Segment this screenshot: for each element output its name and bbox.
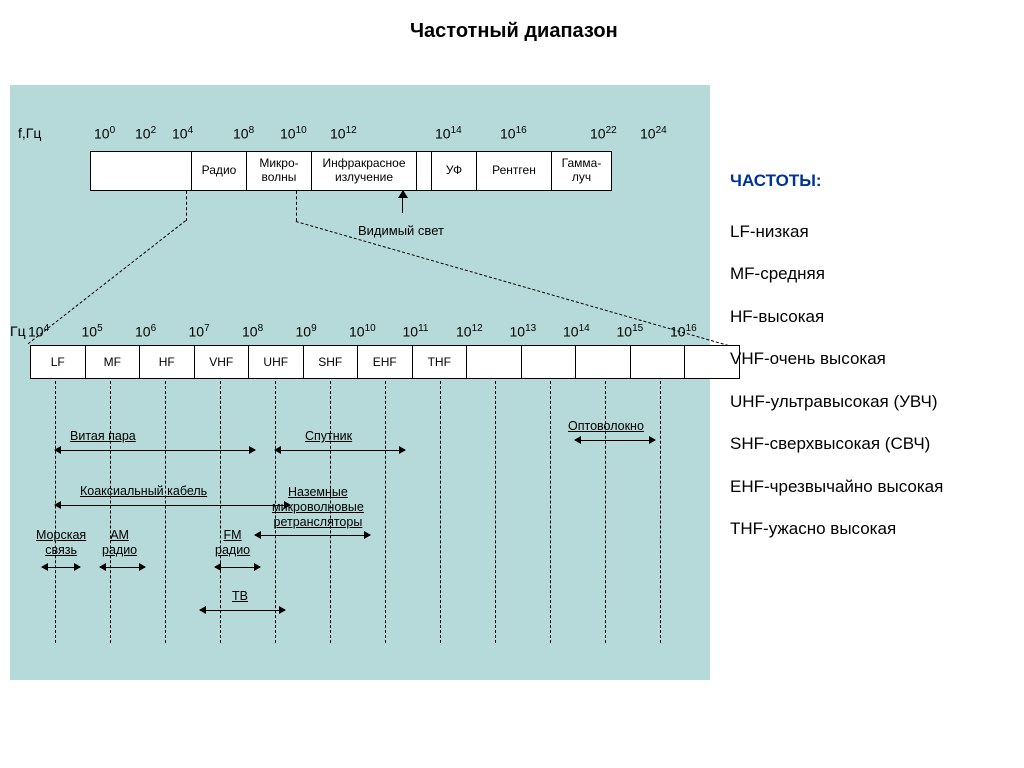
range-label: AMрадио bbox=[102, 528, 137, 558]
vertical-guide bbox=[440, 381, 441, 643]
top-band-cell: УФ bbox=[432, 152, 477, 190]
legend-item: EHF-чрезвычайно высокая bbox=[730, 466, 1020, 509]
visible-light-label: Видимый свет bbox=[358, 223, 444, 238]
bot-band-cell: VHF bbox=[195, 346, 250, 378]
top-band-cell bbox=[91, 152, 192, 190]
top-band-cell: Рентген bbox=[477, 152, 552, 190]
diagram-area: f,Гц 100 102 104 108 1010 1012 1014 1016 1022 102… bbox=[10, 85, 710, 680]
top-exp-label: 1010 bbox=[280, 125, 307, 142]
bot-exp-label: 1015 bbox=[617, 323, 644, 340]
top-band-cell: Микро-волны bbox=[247, 152, 312, 190]
bot-band-cell bbox=[522, 346, 577, 378]
bot-band-cell: MF bbox=[86, 346, 141, 378]
bot-exp-label: 1014 bbox=[563, 323, 590, 340]
range-bar bbox=[100, 567, 145, 568]
top-exp-label: 1016 bbox=[500, 125, 527, 142]
legend-title: ЧАСТОТЫ: bbox=[730, 160, 1020, 203]
top-exp-label: 102 bbox=[135, 125, 156, 142]
zoom-slant bbox=[28, 220, 186, 344]
vertical-guide bbox=[220, 381, 221, 643]
legend-item: VHF-очень высокая bbox=[730, 338, 1020, 381]
bot-band-cell bbox=[631, 346, 686, 378]
range-bar bbox=[275, 450, 405, 451]
bot-exp-label: 1010 bbox=[349, 323, 376, 340]
vertical-guide bbox=[165, 381, 166, 643]
legend-item: THF-ужасно высокая bbox=[730, 508, 1020, 551]
vertical-guide bbox=[110, 381, 111, 643]
range-label: Коаксиальный кабель bbox=[80, 484, 207, 498]
bot-exp-label: 1013 bbox=[510, 323, 537, 340]
bot-band-cell: HF bbox=[140, 346, 195, 378]
bot-band-cell: THF bbox=[413, 346, 468, 378]
bot-band-cell: LF bbox=[31, 346, 86, 378]
top-exp-label: 104 bbox=[172, 125, 193, 142]
legend-panel: ЧАСТОТЫ: LF-низкаяMF-средняяHF-высокаяVH… bbox=[730, 160, 1020, 551]
bot-exp-label: 105 bbox=[82, 323, 103, 340]
vertical-guide bbox=[495, 381, 496, 643]
top-exp-label: 1024 bbox=[640, 125, 667, 142]
bot-axis-unit: Гц bbox=[10, 323, 26, 339]
top-exp-label: 1012 bbox=[330, 125, 357, 142]
visible-light-arrow bbox=[402, 191, 403, 213]
range-label: Наземныемикроволновыеретрансляторы bbox=[272, 485, 364, 530]
legend-item: MF-средняя bbox=[730, 253, 1020, 296]
top-axis-unit: f,Гц bbox=[18, 125, 41, 141]
top-band-cell bbox=[417, 152, 432, 190]
top-exp-label: 100 bbox=[94, 125, 115, 142]
bot-band-cell: UHF bbox=[249, 346, 304, 378]
range-label: Морскаясвязь bbox=[36, 528, 86, 558]
range-bar bbox=[215, 567, 260, 568]
bot-exp-label: 107 bbox=[189, 323, 210, 340]
top-exp-label: 1022 bbox=[590, 125, 617, 142]
vertical-guide bbox=[550, 381, 551, 643]
legend-item: LF-низкая bbox=[730, 211, 1020, 254]
bot-band-cell: EHF bbox=[358, 346, 413, 378]
top-exp-label: 108 bbox=[233, 125, 254, 142]
top-band-cell: Радио bbox=[192, 152, 247, 190]
top-exp-label: 1014 bbox=[435, 125, 462, 142]
range-label: Спутник bbox=[305, 429, 352, 443]
range-label: FMрадио bbox=[215, 528, 250, 558]
bot-band-cell bbox=[467, 346, 522, 378]
bot-exp-label: 1016 bbox=[670, 323, 697, 340]
legend-item: SHF-сверхвысокая (СВЧ) bbox=[730, 423, 1020, 466]
zoom-line bbox=[296, 191, 297, 221]
bot-exp-label: 108 bbox=[242, 323, 263, 340]
bot-spectrum-bar: LFMFHFVHFUHFSHFEHFTHF bbox=[30, 345, 740, 379]
range-label: Витая пара bbox=[70, 429, 136, 443]
range-bar bbox=[55, 505, 290, 506]
legend-item: UHF-ультравысокая (УВЧ) bbox=[730, 381, 1020, 424]
range-bar bbox=[200, 610, 285, 611]
range-bar bbox=[255, 535, 370, 536]
top-band-cell: Гамма-луч bbox=[552, 152, 611, 190]
vertical-guide bbox=[660, 381, 661, 643]
bot-exp-label: 1012 bbox=[456, 323, 483, 340]
bot-band-cell bbox=[576, 346, 631, 378]
bot-exp-label: 104 bbox=[28, 323, 49, 340]
top-band-cell: Инфракрасноеизлучение bbox=[312, 152, 417, 190]
range-bar bbox=[575, 440, 655, 441]
zoom-line bbox=[186, 191, 187, 221]
vertical-guide bbox=[55, 381, 56, 643]
range-label: Оптоволокно bbox=[568, 419, 644, 433]
bot-exp-label: 109 bbox=[296, 323, 317, 340]
page-title: Частотный диапазон bbox=[410, 20, 618, 43]
range-label: ТВ bbox=[232, 589, 248, 603]
bot-band-cell: SHF bbox=[304, 346, 359, 378]
range-bar bbox=[55, 450, 255, 451]
bot-exp-label: 1011 bbox=[403, 323, 429, 340]
bot-exp-label: 106 bbox=[135, 323, 156, 340]
vertical-guide bbox=[385, 381, 386, 643]
legend-item: HF-высокая bbox=[730, 296, 1020, 339]
top-spectrum-bar: РадиоМикро-волныИнфракрасноеизлучение УФР… bbox=[90, 151, 612, 191]
range-bar bbox=[42, 567, 80, 568]
